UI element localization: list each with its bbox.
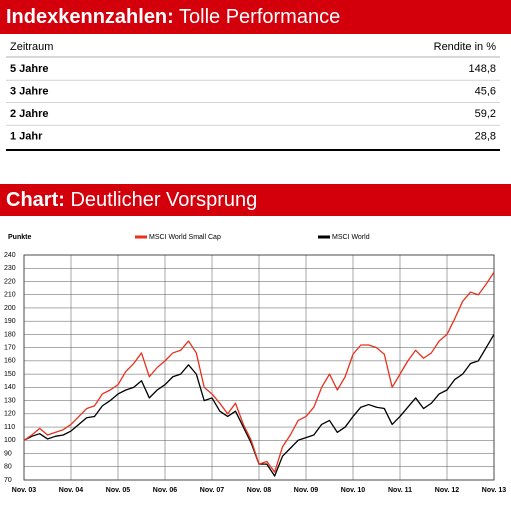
x-tick-label: Nov. 11 bbox=[388, 487, 412, 494]
y-tick-label: 70 bbox=[4, 477, 12, 484]
y-tick-label: 180 bbox=[4, 331, 16, 338]
x-tick-label: Nov. 03 bbox=[12, 487, 36, 494]
y-tick-label: 210 bbox=[4, 292, 16, 299]
row-value: 148,8 bbox=[468, 63, 496, 75]
y-tick-label: 200 bbox=[4, 305, 16, 312]
legend-label: MSCI World Small Cap bbox=[149, 234, 221, 241]
table-title-text: Tolle Performance bbox=[179, 6, 340, 28]
table-header-bar bbox=[0, 0, 511, 34]
x-tick-label: Nov. 08 bbox=[247, 487, 271, 494]
series-line bbox=[23, 271, 495, 473]
y-tick-label: 90 bbox=[4, 450, 12, 457]
y-tick-label: 120 bbox=[4, 411, 16, 418]
chart-header-bar bbox=[0, 184, 511, 216]
y-tick-label: 100 bbox=[4, 437, 16, 444]
chart-title-text: Deutlicher Vorsprung bbox=[70, 189, 257, 211]
chart-title-prefix: Chart: bbox=[6, 189, 65, 211]
y-tick-label: 140 bbox=[4, 384, 16, 391]
x-tick-label: Nov. 12 bbox=[435, 487, 459, 494]
row-label: 1 Jahr bbox=[10, 130, 43, 142]
y-tick-label: 160 bbox=[4, 358, 16, 365]
y-tick-label: 150 bbox=[4, 371, 16, 378]
plot-frame bbox=[23, 254, 495, 481]
x-tick-label: Nov. 04 bbox=[59, 487, 83, 494]
y-axis-label: Punkte bbox=[8, 234, 31, 241]
row-value: 45,6 bbox=[475, 85, 496, 97]
table-body: 5 Jahre 148,8 3 Jahre 45,6 2 Jahre 59,2 1 Jahr… bbox=[6, 63, 500, 142]
row-label: 5 Jahre bbox=[10, 63, 49, 75]
legend-label: MSCI World bbox=[332, 234, 370, 241]
y-tick-label: 80 bbox=[4, 464, 12, 471]
y-tick-label: 110 bbox=[4, 424, 15, 431]
x-tick-label: Nov. 10 bbox=[341, 487, 365, 494]
chart: 70 80 90 100 110 120 130 140 150 160 170 180 190 200 2… bbox=[4, 234, 506, 494]
row-value: 28,8 bbox=[475, 130, 496, 142]
row-label: 3 Jahre bbox=[10, 85, 49, 97]
x-tick-label: Nov. 05 bbox=[106, 487, 130, 494]
x-tick-label: Nov. 09 bbox=[294, 487, 318, 494]
y-tick-label: 130 bbox=[4, 397, 16, 404]
y-tick-label: 190 bbox=[4, 318, 16, 325]
y-tick-label: 220 bbox=[4, 278, 16, 285]
y-tick-label: 170 bbox=[4, 344, 16, 351]
x-tick-label: Nov. 06 bbox=[153, 487, 177, 494]
y-tick-label: 230 bbox=[4, 265, 16, 272]
row-label: 2 Jahre bbox=[10, 108, 49, 120]
row-value: 59,2 bbox=[475, 108, 496, 120]
column-header: Rendite in % bbox=[434, 41, 497, 53]
column-header: Zeitraum bbox=[10, 41, 53, 53]
chart-title: Chart: Deutlicher Vorsprung bbox=[6, 189, 257, 211]
x-tick-label: Nov. 07 bbox=[200, 487, 224, 494]
table-title: Indexkennzahlen: Tolle Performance bbox=[6, 6, 340, 28]
y-tick-label: 240 bbox=[4, 252, 16, 259]
x-tick-label: Nov. 13 bbox=[482, 487, 506, 494]
table-title-prefix: Indexkennzahlen: bbox=[6, 6, 174, 28]
